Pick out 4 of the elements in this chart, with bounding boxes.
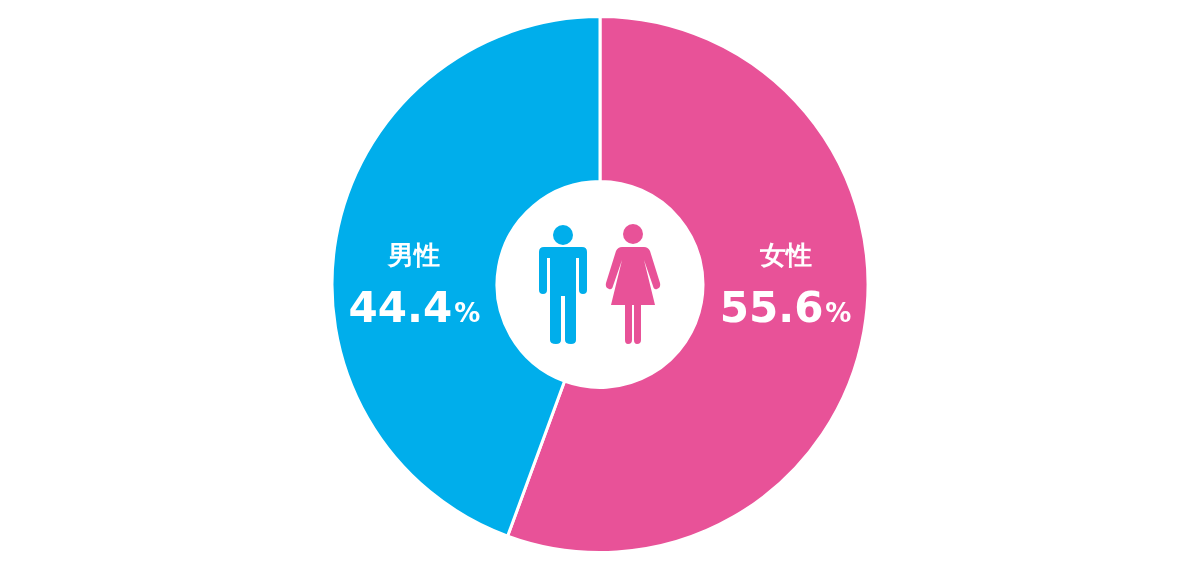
data-label: 55.6%	[719, 283, 852, 332]
slice-label: 男性	[387, 239, 441, 270]
data-label: 44.4%	[348, 283, 481, 332]
slice-label: 女性	[758, 239, 812, 270]
